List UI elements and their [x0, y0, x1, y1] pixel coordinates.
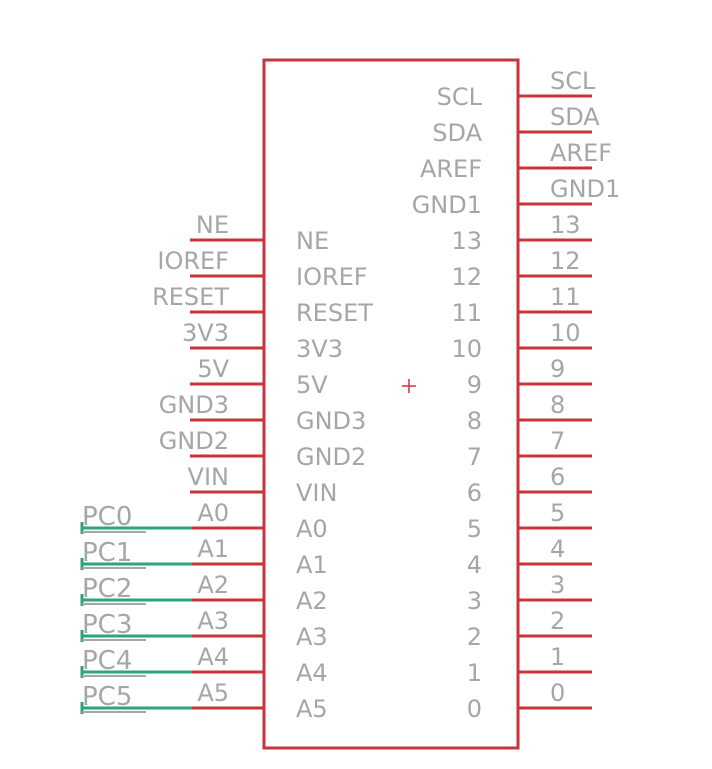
pin-label-inner-gnd1: GND1 [412, 191, 482, 219]
pin-name-outer-d0: 0 [550, 679, 565, 707]
pin-label-inner-d2: 2 [467, 623, 482, 651]
pin-label-inner-a3: A3 [296, 623, 328, 651]
pin-label-inner-d9: 9 [467, 371, 482, 399]
pin-label-inner-d5: 5 [467, 515, 482, 543]
pin-name-outer-aref: AREF [550, 139, 612, 167]
pin-label-inner-d13: 13 [451, 227, 482, 255]
pin-name-outer-d6: 6 [550, 463, 565, 491]
net-label-pc5: PC5 [82, 682, 132, 712]
pin-name-outer-ne: NE [196, 211, 229, 239]
pin-name-outer-d10: 10 [550, 319, 581, 347]
pin-label-inner-scl: SCL [437, 83, 483, 111]
pin-label-inner-a0: A0 [296, 515, 328, 543]
pin-name-outer-a3: A3 [197, 607, 229, 635]
pin-name-outer-a0: A0 [197, 499, 229, 527]
pin-label-inner-d11: 11 [451, 299, 482, 327]
pin-label-inner-a1: A1 [296, 551, 328, 579]
pin-label-inner-d0: 0 [467, 695, 482, 723]
pin-label-inner-sda: SDA [432, 119, 482, 147]
left-pins-group: NE NE IOREF IOREF RESET RESET 3V3 3V3 5V 5V GND3 GN… [152, 211, 373, 723]
pin-label-inner-ioref: IOREF [296, 263, 368, 291]
pin-name-outer-d13: 13 [550, 211, 581, 239]
pin-label-inner-a4: A4 [296, 659, 328, 687]
pin-name-outer-d1: 1 [550, 643, 565, 671]
pin-label-inner-d12: 12 [451, 263, 482, 291]
component-body-group [262, 58, 520, 750]
pin-name-outer-a1: A1 [197, 535, 229, 563]
net-label-pc4: PC4 [82, 646, 132, 676]
pin-name-outer-vin: VIN [188, 463, 229, 491]
net-label-pc1: PC1 [82, 538, 132, 568]
net-label-pc2: PC2 [82, 574, 132, 604]
pin-name-outer-a4: A4 [197, 643, 229, 671]
pin-name-outer-sda: SDA [550, 103, 600, 131]
net-label-pc3: PC3 [82, 610, 132, 640]
pin-label-inner-d6: 6 [467, 479, 482, 507]
pin-label-inner-d4: 4 [467, 551, 482, 579]
pin-name-outer-d5: 5 [550, 499, 565, 527]
pin-label-inner-d3: 3 [467, 587, 482, 615]
pin-label-inner-d7: 7 [467, 443, 482, 471]
pin-label-inner-a5: A5 [296, 695, 328, 723]
pin-name-outer-d9: 9 [550, 355, 565, 383]
pin-label-inner-gnd3: GND3 [296, 407, 366, 435]
pin-name-outer-gnd3: GND3 [159, 391, 229, 419]
pin-name-outer-d8: 8 [550, 391, 565, 419]
pin-label-inner-ne: NE [296, 227, 329, 255]
pin-name-outer-3v3: 3V3 [182, 319, 229, 347]
pin-label-inner-a2: A2 [296, 587, 328, 615]
pin-name-outer-5v: 5V [197, 355, 229, 383]
pin-label-inner-reset: RESET [296, 299, 373, 327]
pin-label-inner-gnd2: GND2 [296, 443, 366, 471]
pin-label-inner-5v: 5V [296, 371, 328, 399]
net-wires-group: PC0 PC1 PC2 PC3 PC4 PC5 [80, 502, 192, 714]
pin-name-outer-a2: A2 [197, 571, 229, 599]
pin-name-outer-d7: 7 [550, 427, 565, 455]
pin-label-inner-d8: 8 [467, 407, 482, 435]
right-top-pins-group: SCL SCL SDA SDA AREF AREF GND1 GND1 [412, 67, 621, 219]
pin-name-outer-gnd2: GND2 [159, 427, 229, 455]
pin-label-inner-d1: 1 [467, 659, 482, 687]
pin-label-inner-d10: 10 [451, 335, 482, 363]
pin-name-outer-a5: A5 [197, 679, 229, 707]
net-label-pc0: PC0 [82, 502, 132, 532]
pin-name-outer-gnd1: GND1 [550, 175, 620, 203]
pin-label-inner-3v3: 3V3 [296, 335, 343, 363]
pin-name-outer-reset: RESET [152, 283, 229, 311]
pin-name-outer-d3: 3 [550, 571, 565, 599]
pin-name-outer-d11: 11 [550, 283, 581, 311]
pin-label-inner-vin: VIN [296, 479, 337, 507]
component-body[interactable] [262, 58, 520, 750]
pin-label-inner-aref: AREF [420, 155, 482, 183]
pin-name-outer-scl: SCL [550, 67, 596, 95]
pin-name-outer-d2: 2 [550, 607, 565, 635]
pin-name-outer-ioref: IOREF [157, 247, 229, 275]
pin-name-outer-d4: 4 [550, 535, 565, 563]
pin-name-outer-d12: 12 [550, 247, 581, 275]
